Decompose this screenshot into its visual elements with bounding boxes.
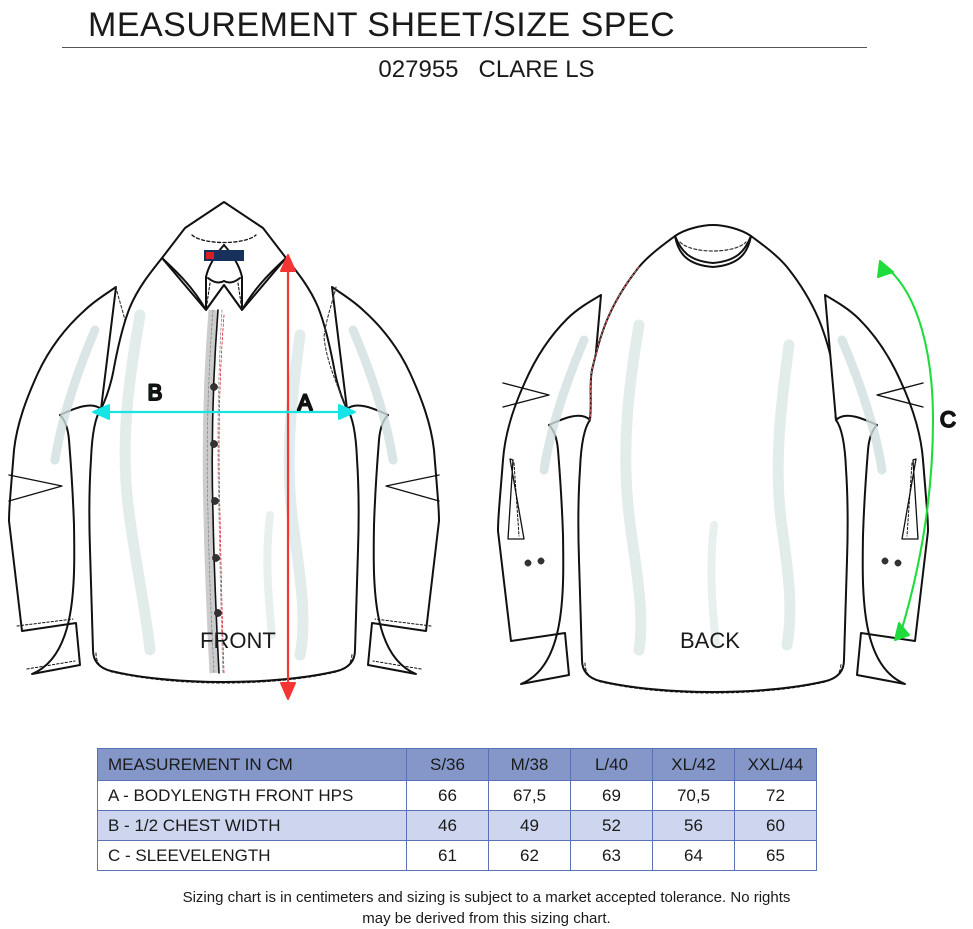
- svg-text:C: C: [940, 407, 956, 432]
- svg-text:A: A: [298, 390, 313, 415]
- svg-text:B: B: [148, 380, 163, 405]
